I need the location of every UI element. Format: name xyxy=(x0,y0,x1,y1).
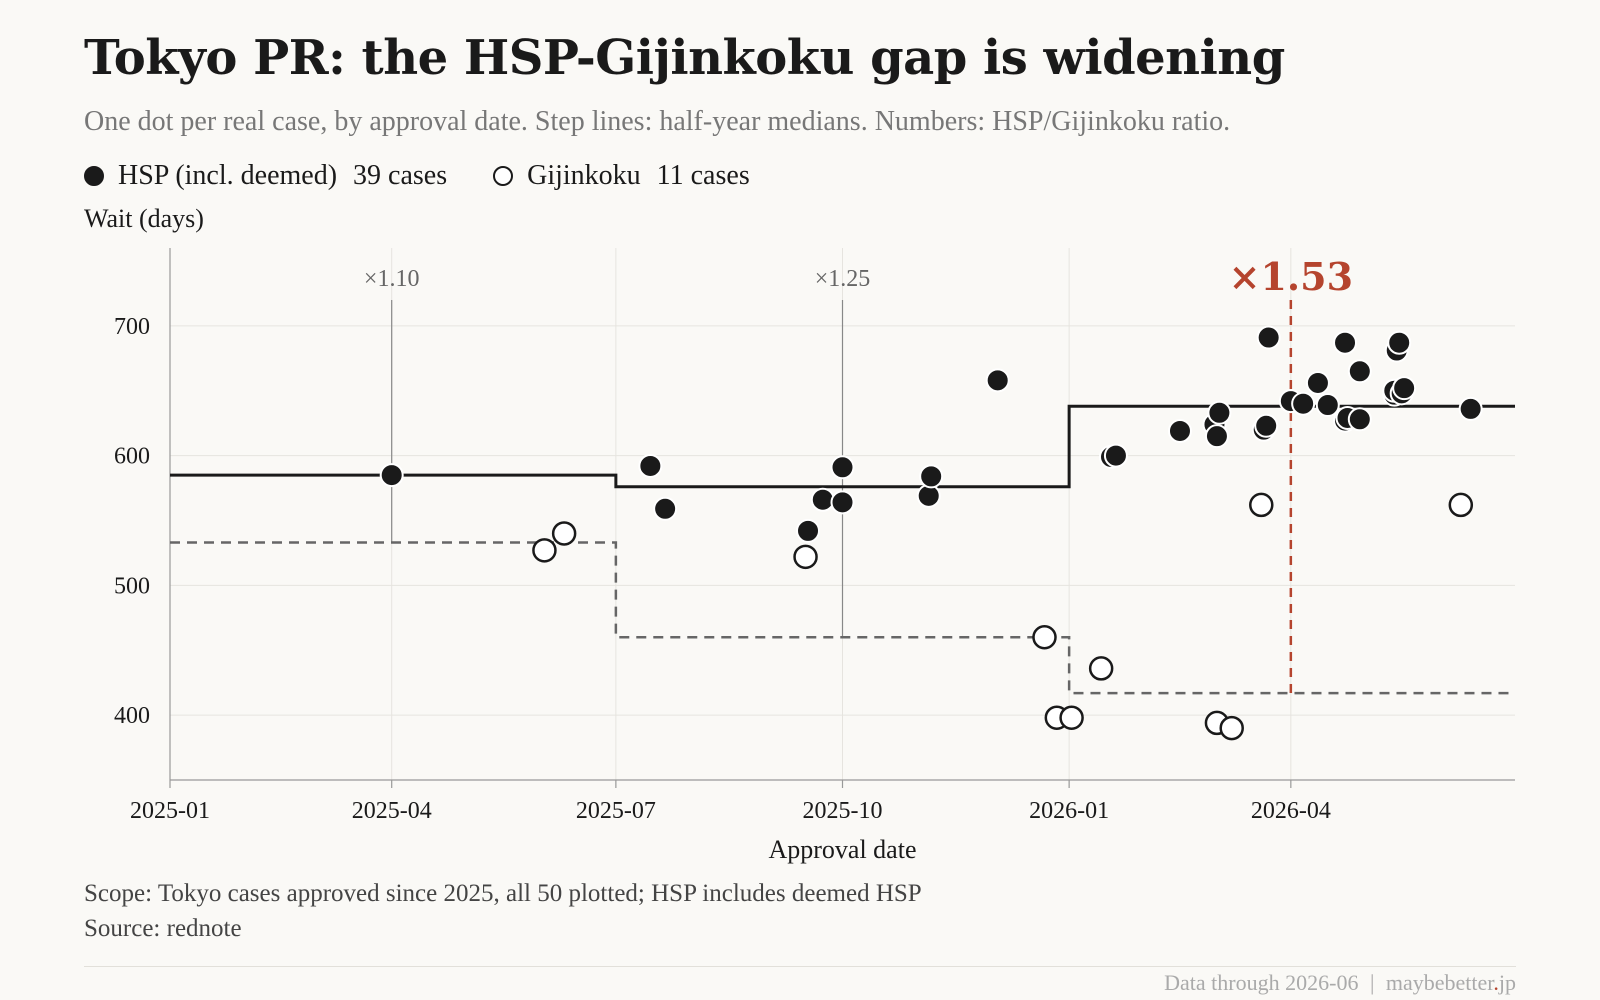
gijinkoku-point xyxy=(1032,625,1057,650)
filled-circle-icon xyxy=(84,166,104,186)
hollow-circle-icon xyxy=(493,166,514,186)
source-note: Source: rednote xyxy=(84,915,242,942)
hsp-point xyxy=(985,368,1010,393)
ratio-label: ×1.10 xyxy=(364,266,420,292)
hsp-point xyxy=(810,487,835,512)
gijinkoku-point xyxy=(1219,715,1244,741)
hsp-point xyxy=(653,496,678,521)
hsp-point xyxy=(1207,400,1232,425)
hsp-point xyxy=(1347,359,1372,384)
legend-label-hsp: HSP (incl. deemed) xyxy=(118,160,338,191)
hsp-point xyxy=(830,490,855,515)
legend-item-hsp: HSP (incl. deemed) 39 cases xyxy=(84,160,447,192)
hsp-point xyxy=(379,463,404,488)
gijinkoku-point xyxy=(1448,492,1474,518)
gijinkoku-point xyxy=(793,544,818,570)
legend-count-gijinkoku: 11 cases xyxy=(656,160,750,191)
gijinkoku-point xyxy=(532,538,557,563)
site-dot: . xyxy=(1493,970,1499,995)
data-through-label: Data through 2026-06 xyxy=(1164,970,1359,995)
y-tick-label: 500 xyxy=(114,573,150,599)
hsp-point xyxy=(1387,330,1412,355)
legend: HSP (incl. deemed) 39 cases Gijinkoku 11… xyxy=(84,160,796,192)
hsp-point xyxy=(796,518,821,543)
x-tick-label: 2025-07 xyxy=(576,798,656,824)
chart-title: Tokyo PR: the HSP-Gijinkoku gap is widen… xyxy=(84,30,1285,86)
y-tick-label: 700 xyxy=(114,314,150,340)
gijinkoku-median-step-line xyxy=(170,541,1515,695)
hsp-point xyxy=(916,483,941,508)
ratio-label: ×1.25 xyxy=(815,266,871,292)
gijinkoku-point xyxy=(1059,705,1084,730)
hsp-median-step-line xyxy=(170,404,1515,489)
hsp-point xyxy=(638,453,663,478)
gijinkoku-point xyxy=(551,521,577,546)
hsp-point xyxy=(1167,418,1192,443)
site-name: maybebetter xyxy=(1385,970,1494,995)
legend-item-gijinkoku: Gijinkoku 11 cases xyxy=(493,160,750,192)
chart-subtitle: One dot per real case, by approval date.… xyxy=(84,106,1231,137)
legend-label-gijinkoku: Gijinkoku xyxy=(527,160,641,191)
credit-separator: | xyxy=(1369,970,1375,995)
hsp-point xyxy=(830,455,855,480)
x-tick-label: 2025-10 xyxy=(803,798,883,824)
hsp-point xyxy=(1256,325,1281,350)
credit-line: Data through 2026-06 | maybebetter.jp xyxy=(1164,970,1516,996)
hsp-point xyxy=(919,464,944,489)
hsp-point xyxy=(1254,413,1279,438)
hsp-point xyxy=(1315,393,1340,418)
footer-divider xyxy=(84,966,1516,967)
x-tick-label: 2026-01 xyxy=(1029,798,1109,824)
y-tick-label: 600 xyxy=(114,444,150,470)
y-axis-title: Wait (days) xyxy=(84,204,204,233)
legend-count-hsp: 39 cases xyxy=(353,160,448,191)
hsp-point xyxy=(1305,370,1330,395)
hsp-point xyxy=(1458,396,1483,421)
scope-note: Scope: Tokyo cases approved since 2025, … xyxy=(84,880,922,907)
x-axis-title: Approval date xyxy=(768,835,916,864)
hsp-point xyxy=(1333,330,1358,355)
gijinkoku-point xyxy=(1249,492,1274,518)
hsp-point xyxy=(1103,443,1128,468)
ratio-label: ×1.53 xyxy=(1229,254,1353,299)
x-tick-label: 2026-04 xyxy=(1251,798,1331,824)
hsp-point xyxy=(1204,424,1229,449)
hsp-point xyxy=(1291,391,1316,416)
y-tick-label: 400 xyxy=(114,703,150,729)
gijinkoku-point xyxy=(1088,656,1114,681)
x-tick-label: 2025-01 xyxy=(130,798,210,824)
hsp-point xyxy=(1392,376,1417,401)
x-tick-label: 2025-04 xyxy=(352,798,432,824)
site-tld: jp xyxy=(1498,970,1516,995)
hsp-point xyxy=(1347,407,1372,432)
